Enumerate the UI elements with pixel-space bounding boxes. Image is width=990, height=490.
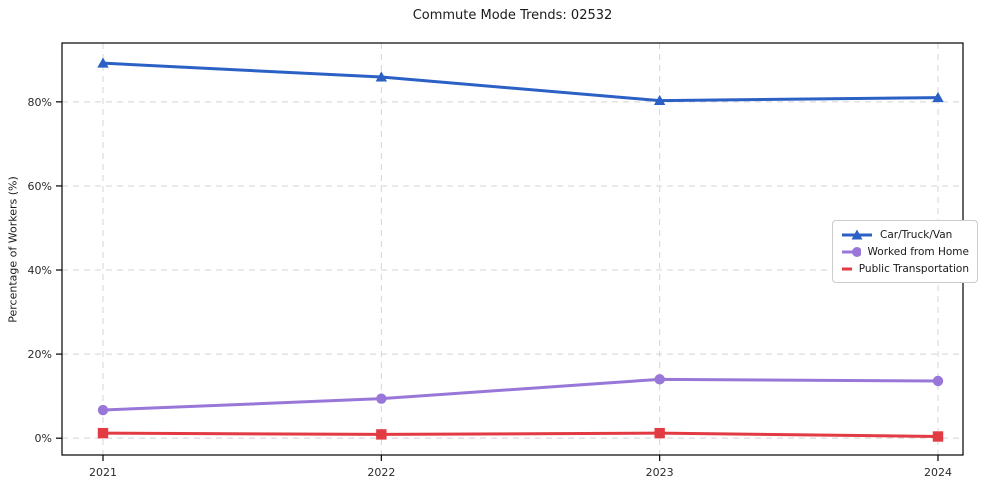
plot-border bbox=[61, 42, 964, 456]
x-tick-label: 2021 bbox=[89, 466, 117, 479]
series-public-transportation-marker bbox=[932, 431, 944, 442]
x-tick-label: 2023 bbox=[646, 466, 674, 479]
series-car-truck-van-marker bbox=[375, 71, 388, 82]
y-tick-label: 40% bbox=[28, 264, 52, 277]
series-worked-from-home-marker bbox=[932, 375, 944, 387]
x-tick-label: 2022 bbox=[367, 466, 395, 479]
circle-marker-icon bbox=[852, 246, 861, 257]
series-worked-from-home-marker bbox=[97, 404, 109, 416]
car-truck-van-legend-swatch-icon bbox=[842, 229, 872, 239]
legend-item-public-transportation: Public Transportation bbox=[841, 260, 969, 277]
chart-title: Commute Mode Trends: 02532 bbox=[412, 8, 613, 23]
y-tick-label: 80% bbox=[28, 96, 52, 109]
legend-label: Car/Truck/Van bbox=[880, 228, 953, 241]
series-public-transportation-marker bbox=[97, 427, 109, 439]
series-line-worked-from-home bbox=[101, 377, 940, 412]
y-tick-label: 60% bbox=[28, 180, 52, 193]
series-public-transportation-marker bbox=[654, 427, 665, 439]
series-line-public-transportation bbox=[101, 431, 940, 439]
series-car-truck-van-marker bbox=[932, 91, 944, 103]
legend-item-worked-from-home: Worked from Home bbox=[841, 243, 969, 260]
y-tick-label: 20% bbox=[28, 348, 52, 361]
series-public-transportation-marker bbox=[376, 429, 387, 440]
triangle-marker-icon bbox=[851, 229, 863, 239]
y-tick-label: 0% bbox=[35, 432, 52, 445]
legend: Car/Truck/Van Worked from Home Public Tran… bbox=[832, 220, 978, 283]
worked-from-home-legend-swatch-icon bbox=[842, 246, 861, 257]
legend-label: Worked from Home bbox=[867, 245, 969, 258]
x-tick-label: 2024 bbox=[924, 466, 952, 479]
public-transportation-legend-swatch-icon bbox=[842, 267, 852, 270]
series-car-truck-van-marker bbox=[653, 94, 666, 106]
legend-label: Public Transportation bbox=[858, 262, 969, 275]
series-line-car-truck-van bbox=[101, 61, 940, 103]
series-worked-from-home-marker bbox=[376, 393, 387, 404]
series-worked-from-home-marker bbox=[654, 374, 665, 385]
legend-item-car-truck-van: Car/Truck/Van bbox=[841, 226, 969, 243]
series-car-truck-van-marker bbox=[97, 57, 109, 68]
